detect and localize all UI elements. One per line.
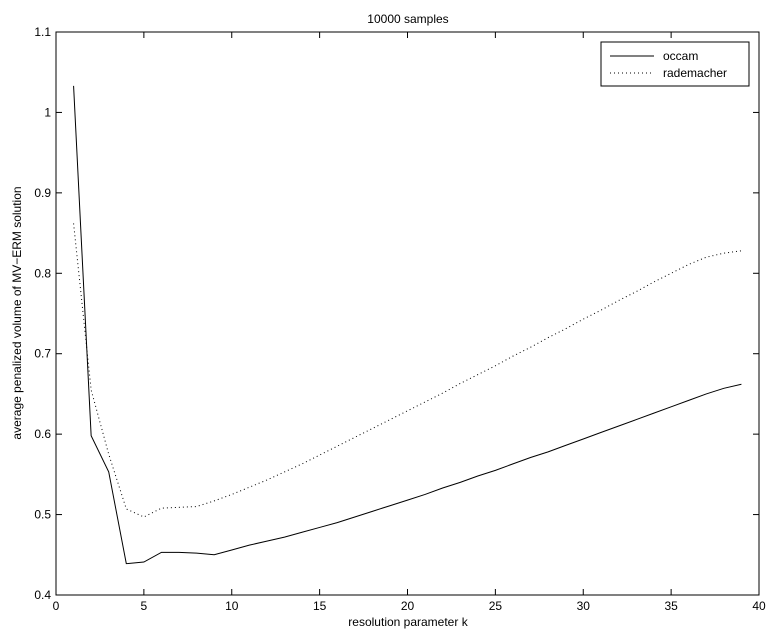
legend-box bbox=[600, 41, 750, 87]
x-tick-label: 35 bbox=[664, 599, 678, 613]
x-axis-label: resolution parameter k bbox=[348, 615, 468, 629]
legend: occam rademacher bbox=[600, 41, 750, 87]
x-tick-label: 0 bbox=[53, 599, 60, 613]
y-tick-label: 0.8 bbox=[34, 266, 51, 280]
y-tick-label: 0.7 bbox=[34, 347, 51, 361]
y-tick-label: 1 bbox=[44, 105, 51, 119]
y-tick-label: 0.6 bbox=[34, 427, 51, 441]
y-tick-label: 0.9 bbox=[34, 186, 51, 200]
legend-label-occam: occam bbox=[663, 49, 698, 63]
x-tick-label: 10 bbox=[225, 599, 239, 613]
x-tick-label: 5 bbox=[141, 599, 148, 613]
data-lines bbox=[73, 85, 742, 565]
y-tick-label: 0.4 bbox=[34, 588, 51, 602]
y-tick-label: 1.1 bbox=[34, 25, 51, 39]
x-tick-label: 15 bbox=[313, 599, 327, 613]
chart-title: 10000 samples bbox=[367, 12, 448, 26]
series-line-rademacher bbox=[73, 223, 742, 518]
legend-label-rademacher: rademacher bbox=[663, 66, 727, 80]
x-tick-label: 20 bbox=[401, 599, 415, 613]
axis-ticks: 0 5 10 15 20 25 30 35 40 0.4 0.5 0.6 0.7 0.8 0.9 1 1.1 bbox=[34, 25, 766, 613]
series-line-occam bbox=[73, 85, 742, 565]
x-tick-label: 25 bbox=[489, 599, 503, 613]
plot-area bbox=[55, 31, 760, 596]
x-tick-label: 30 bbox=[577, 599, 591, 613]
x-tick-label: 40 bbox=[752, 599, 766, 613]
y-axis-label: average penalized volume of MV−ERM solut… bbox=[10, 186, 24, 439]
y-tick-label: 0.5 bbox=[34, 508, 51, 522]
